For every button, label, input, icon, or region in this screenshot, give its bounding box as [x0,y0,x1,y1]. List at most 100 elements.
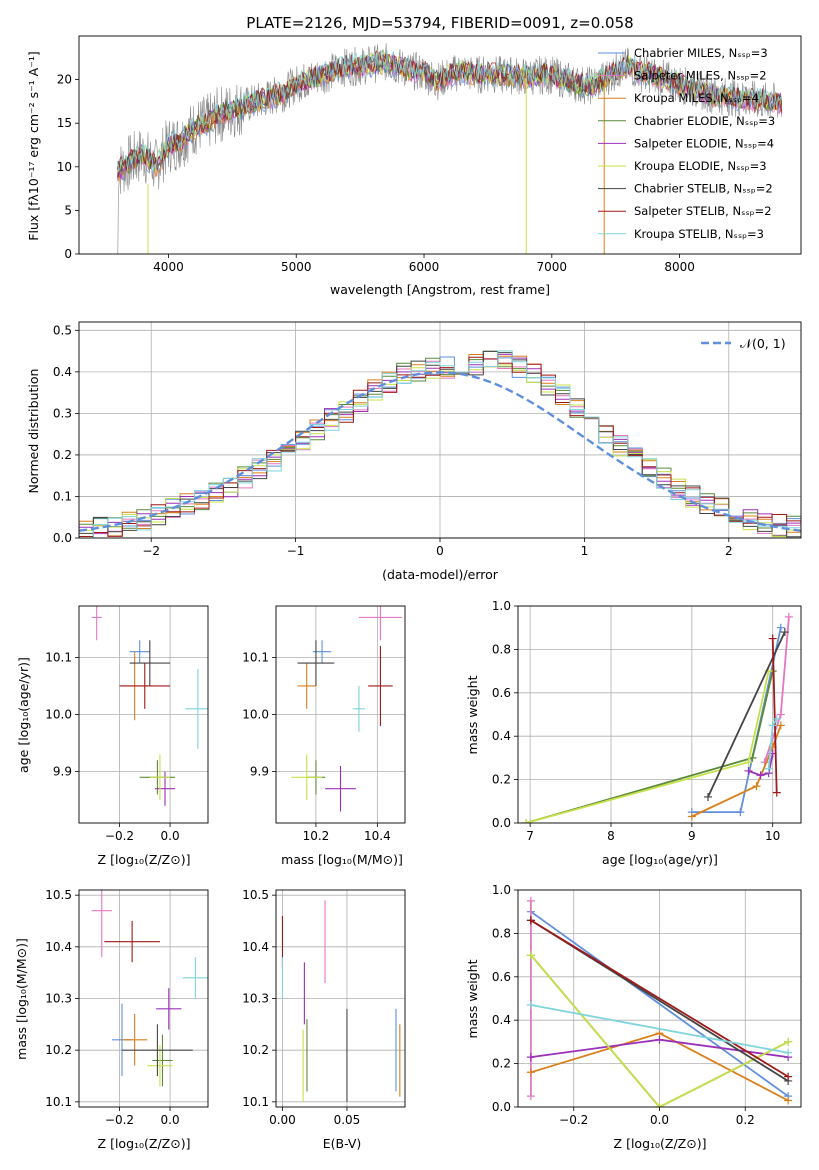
p3-ytick-label: 10.0 [45,708,72,722]
hist-ytick-label: 0.3 [53,406,72,420]
spectrum-model-9 [116,49,783,174]
p8-marker-6 [784,1037,793,1046]
p7-frame [275,889,406,1108]
p6-ylabel: mass [log₁₀(M/M⊙)] [14,938,29,1060]
p8-series-8 [530,919,789,1078]
p5-marker-7 [780,628,789,637]
p5-series-5 [748,753,774,777]
legend-entry-7: Chabrier STELIB, Nₛₛₚ=2 [634,182,773,196]
p8-ylabel: mass weight [465,959,480,1038]
p4-ytick-label: 10.1 [242,650,269,664]
p8-body [526,896,793,1107]
spectrum-axes: 4000 5000 6000 7000 8000 0 5 10 15 20 [57,35,802,274]
p5-marker-2 [784,612,793,621]
p7-ytick-label: 10.4 [242,940,269,954]
p3-ylabel: age [log₁₀(age/yr)] [16,657,31,773]
p6-ytick-label: 10.4 [45,940,72,954]
p5-xtick-label: 7 [526,829,534,843]
p8-ytick-label: 0.4 [492,1013,511,1027]
p8-xtick-label: 0.2 [736,1113,755,1127]
p5-xtick-label: 9 [688,829,696,843]
p5-ytick-label: 0.0 [492,816,511,830]
p5-marker-3 [776,721,785,730]
p8-marker-2 [526,896,535,905]
hist-step-9 [79,350,801,538]
p8-marker-8 [526,916,535,925]
p8-ytick-label: 0.0 [492,1100,511,1114]
hist-ylabel: Normed distribution [26,369,41,494]
p7-ytick-label: 10.3 [242,992,269,1006]
p6-xtick-label: −0.2 [105,1113,134,1127]
spectrum-title: PLATE=2126, MJD=53794, FIBERID=0091, z=0… [246,14,633,32]
spectrum-xtick-label: 5000 [281,260,312,274]
p5-xlabel: age [log₁₀(age/yr)] [602,852,718,867]
legend-entry-3: Kroupa MILES, Nₛₛₚ=4 [634,91,759,105]
p5-marker-9 [768,721,777,730]
spectrum-ytick-label: 15 [57,116,72,130]
p3-axes: −0.2 0.0 9.9 10.0 10.1 [45,605,209,843]
legend-entry-6: Kroupa ELODIE, Nₛₛₚ=3 [634,159,767,173]
p5-series-6 [525,670,770,823]
legend-entry-2: Salpeter MILES, Nₛₛₚ=2 [634,69,767,83]
p5-ytick-label: 1.0 [492,599,511,613]
p5-marker-1 [736,808,745,817]
p8-marker-6 [655,1103,664,1107]
p4-xtick-label: 10.2 [303,829,330,843]
spectrum-ytick-label: 20 [57,73,72,87]
p7-ytick-label: 10.1 [242,1095,269,1109]
p6-ytick-label: 10.1 [45,1095,72,1109]
hist-ytick-label: 0.5 [53,323,72,337]
spectrum-xtick-label: 4000 [153,260,184,274]
legend-entry-9: Kroupa STELIB, Nₛₛₚ=3 [634,227,764,241]
p5-ylabel: mass weight [465,675,480,754]
p6-xlabel: Z [log₁₀(Z/Z⊙)] [98,1136,191,1151]
p8-ytick-label: 0.6 [492,970,511,984]
p7-axes: 0.00 0.05 10.1 10.2 10.3 10.4 10.5 [242,888,406,1127]
spectrum-xlabel: wavelength [Angstrom, rest frame] [330,282,550,297]
legend-entry-5: Salpeter ELODIE, Nₛₛₚ=4 [634,136,774,150]
p7-xlabel: E(B-V) [323,1136,362,1151]
p7-ytick-label: 10.5 [242,888,269,902]
spectrum-frame [78,35,802,255]
p8-marker-5 [655,1035,664,1044]
spectrum-xtick-label: 6000 [409,260,440,274]
hist-ytick-label: 0.4 [53,365,72,379]
p4-frame [275,605,406,824]
p8-xlabel: Z [log₁₀(Z/Z⊙)] [614,1136,707,1151]
p5-series-8 [771,638,778,793]
p4-ytick-label: 10.0 [242,708,269,722]
p3-ytick-label: 10.1 [45,650,72,664]
p3-xtick-label: 0.0 [161,829,180,843]
p5-marker-7 [704,792,713,801]
p6-ytick-label: 10.5 [45,888,72,902]
p7-body [281,900,401,1102]
p5-xtick-label: 8 [607,829,615,843]
spectrum-ytick-label: 10 [57,160,72,174]
gaussian-curve [79,371,801,532]
p8-series-9 [530,1004,789,1054]
p8-ytick-label: 0.2 [492,1057,511,1071]
hist-body [79,350,801,538]
p5-series-3 [691,725,782,818]
p5-ytick-label: 0.2 [492,773,511,787]
hist-ytick-label: 0.0 [53,531,72,545]
p8-axes: −0.2 0.0 0.2 0.0 0.2 0.4 0.6 0.8 1.0 [492,883,802,1127]
p8-marker-5 [526,1053,535,1062]
spectrum-legend: Chabrier MILES, Nₛₛₚ=3 Salpeter MILES, Nₛ… [598,46,775,241]
hist-xtick-label: −2 [142,544,160,558]
p6-ytick-label: 10.2 [45,1043,72,1057]
p8-marker-6 [526,951,535,960]
p4-body [291,606,402,812]
p8-ytick-label: 0.8 [492,926,511,940]
p4-ytick-label: 9.9 [250,765,269,779]
p8-marker-9 [526,1001,535,1010]
p5-series-7 [707,631,786,798]
legend-entry-8: Salpeter STELIB, Nₛₛₚ=2 [634,204,772,218]
p5-marker-2 [776,710,785,719]
hist-ytick-label: 0.1 [53,489,72,503]
p5-marker-9 [772,714,781,723]
p8-series-1 [530,910,789,1097]
p6-axes: −0.2 0.0 10.1 10.2 10.3 10.4 10.5 [45,888,209,1127]
legend-entry-1: Chabrier MILES, Nₛₛₚ=3 [634,46,768,60]
